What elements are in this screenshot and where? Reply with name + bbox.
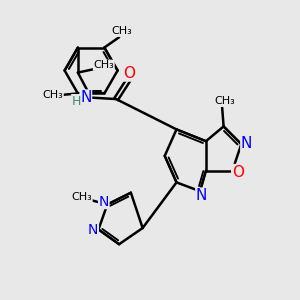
Text: CH₃: CH₃ (71, 192, 92, 202)
Text: N: N (241, 136, 252, 151)
Text: N: N (99, 194, 109, 208)
Text: N: N (196, 188, 207, 203)
Text: CH₃: CH₃ (214, 96, 235, 106)
Text: N: N (88, 223, 98, 237)
Text: N: N (80, 90, 92, 105)
Text: CH₃: CH₃ (43, 90, 63, 100)
Text: O: O (123, 66, 135, 81)
Text: CH₃: CH₃ (93, 60, 114, 70)
Text: H: H (72, 94, 81, 108)
Text: O: O (232, 165, 244, 180)
Text: CH₃: CH₃ (111, 26, 132, 36)
